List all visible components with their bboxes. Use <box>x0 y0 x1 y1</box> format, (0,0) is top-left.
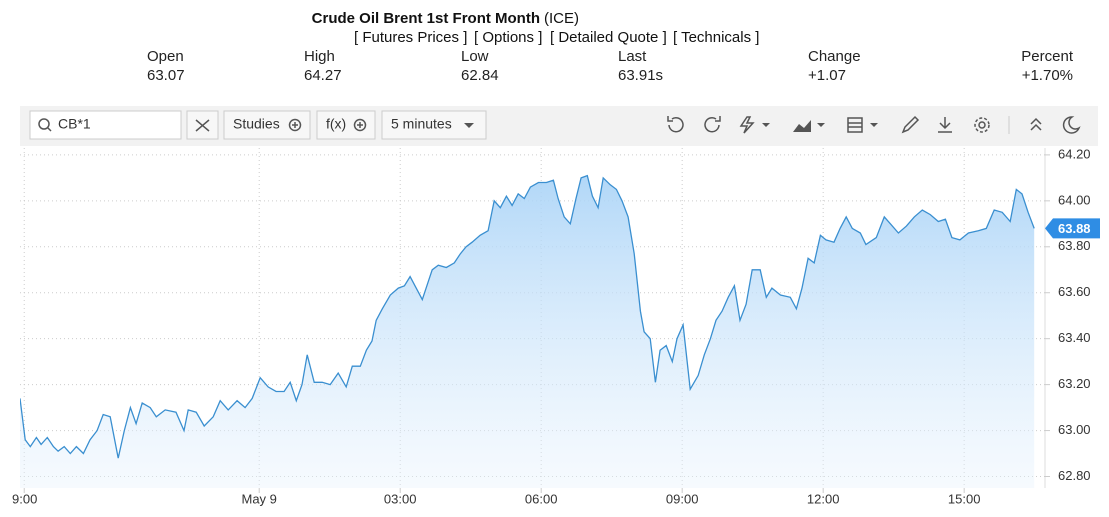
quote-value: +1.07 <box>808 67 846 84</box>
y-tick-label: 63.20 <box>1058 376 1091 391</box>
x-tick-label: May 9 <box>242 491 277 506</box>
quote-value: 63.07 <box>147 67 185 84</box>
y-tick-label: 62.80 <box>1058 468 1091 483</box>
y-tick-label: 64.00 <box>1058 192 1091 207</box>
x-tick-label: 9:00 <box>12 491 37 506</box>
link[interactable]: [ Futures Prices ] <box>354 29 467 46</box>
x-tick-label: 12:00 <box>807 491 840 506</box>
fx-label: f(x) <box>326 116 346 132</box>
quote-value: +1.70% <box>1022 67 1073 84</box>
toolbar-icons[interactable] <box>667 115 1081 134</box>
y-tick-label: 64.20 <box>1058 146 1091 161</box>
area-fill <box>20 175 1035 488</box>
y-tick-label: 63.80 <box>1058 238 1091 253</box>
toolbar <box>20 106 1098 146</box>
quote-value: 64.27 <box>304 67 342 84</box>
exchange: (ICE) <box>544 10 579 27</box>
x-tick-label: 15:00 <box>948 491 981 506</box>
quote-label: Change <box>808 48 861 65</box>
x-tick-label: 09:00 <box>666 491 699 506</box>
x-tick-label: 03:00 <box>384 491 417 506</box>
y-tick-label: 63.00 <box>1058 422 1091 437</box>
link[interactable]: [ Technicals ] <box>673 29 759 46</box>
y-tick-label: 63.40 <box>1058 330 1091 345</box>
quote-value: 62.84 <box>461 67 499 84</box>
quote-label: Percent <box>1021 48 1074 65</box>
quote-label: Open <box>147 48 184 65</box>
last-price-label: 63.88 <box>1058 221 1091 236</box>
chart: 62.80 63.00 63.20 63.40 63.60 63.80 64.00 64.20… <box>12 146 1100 506</box>
search-box[interactable] <box>29 110 182 140</box>
title: Crude Oil Brent 1st Front Month <box>312 10 540 27</box>
quote-label: Last <box>618 48 647 65</box>
quote-label: Low <box>461 48 489 65</box>
y-tick-label: 63.60 <box>1058 284 1091 299</box>
symbol: CB*1 <box>58 116 91 132</box>
quote-value: 63.91s <box>618 67 663 84</box>
price-line <box>20 174 1035 459</box>
interval-label: 5 minutes <box>391 116 452 132</box>
last-price-badge <box>1045 218 1100 239</box>
studies-label: Studies <box>233 116 280 132</box>
link[interactable]: [ Options ] <box>474 29 542 46</box>
quote-label: High <box>304 48 335 65</box>
link[interactable]: [ Detailed Quote ] <box>550 29 667 46</box>
x-tick-label: 06:00 <box>525 491 558 506</box>
